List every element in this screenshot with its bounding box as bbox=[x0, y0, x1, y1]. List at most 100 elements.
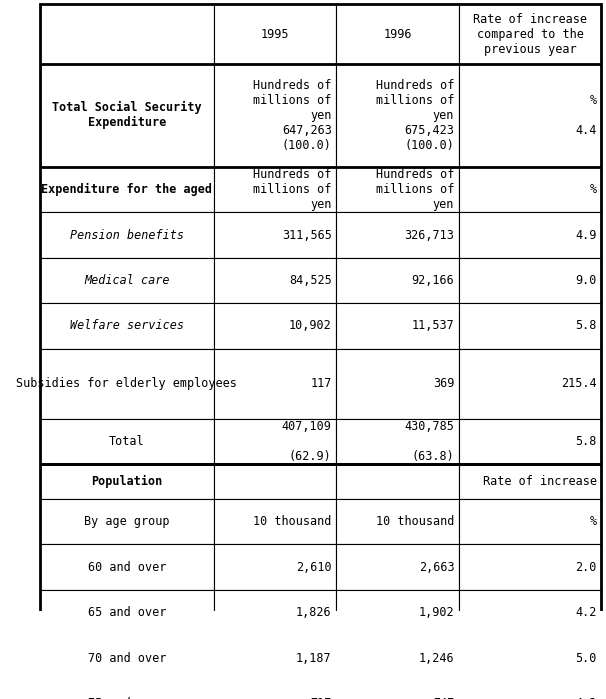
Bar bbox=[336, 545, 459, 590]
Bar bbox=[459, 590, 601, 635]
Text: 311,565: 311,565 bbox=[282, 229, 331, 242]
Bar bbox=[214, 545, 336, 590]
Text: Medical care: Medical care bbox=[84, 274, 170, 287]
Text: Hundreds of
millions of
yen: Hundreds of millions of yen bbox=[253, 168, 331, 211]
Bar bbox=[459, 349, 601, 419]
Text: 9.0: 9.0 bbox=[575, 274, 596, 287]
Bar bbox=[336, 258, 459, 303]
Bar bbox=[336, 349, 459, 419]
Text: 117: 117 bbox=[310, 377, 331, 390]
Bar bbox=[214, 4, 336, 64]
Text: 2,610: 2,610 bbox=[296, 561, 331, 574]
Bar bbox=[214, 499, 336, 545]
Bar bbox=[459, 303, 601, 349]
Text: Population: Population bbox=[91, 475, 162, 488]
Bar bbox=[39, 349, 214, 419]
Bar bbox=[459, 545, 601, 590]
Text: 1,902: 1,902 bbox=[419, 606, 454, 619]
Text: Pension benefits: Pension benefits bbox=[70, 229, 184, 242]
Bar bbox=[459, 419, 601, 464]
Text: Rate of increase
compared to the
previous year: Rate of increase compared to the previou… bbox=[473, 13, 587, 56]
Bar bbox=[336, 635, 459, 681]
Bar bbox=[336, 590, 459, 635]
Bar bbox=[39, 64, 214, 167]
Bar bbox=[39, 545, 214, 590]
Text: 1996: 1996 bbox=[384, 27, 412, 41]
Text: 4.9: 4.9 bbox=[575, 229, 596, 242]
Bar bbox=[459, 499, 601, 545]
Bar bbox=[336, 303, 459, 349]
Bar bbox=[39, 4, 214, 64]
Text: Subsidies for elderly employees: Subsidies for elderly employees bbox=[16, 377, 237, 390]
Text: 717: 717 bbox=[310, 697, 331, 699]
Text: 430,785

(63.8): 430,785 (63.8) bbox=[404, 420, 454, 463]
Text: Hundreds of
millions of
yen: Hundreds of millions of yen bbox=[376, 168, 454, 211]
Text: 1,187: 1,187 bbox=[296, 651, 331, 665]
Bar bbox=[336, 464, 459, 499]
Bar bbox=[336, 4, 459, 64]
Bar bbox=[39, 303, 214, 349]
Bar bbox=[459, 167, 601, 212]
Bar bbox=[214, 64, 336, 167]
Bar bbox=[459, 464, 601, 499]
Bar bbox=[214, 464, 336, 499]
Text: 215.4: 215.4 bbox=[561, 377, 596, 390]
Bar bbox=[214, 258, 336, 303]
Bar bbox=[214, 681, 336, 699]
Bar bbox=[39, 258, 214, 303]
Text: 60 and over: 60 and over bbox=[88, 561, 166, 574]
Bar bbox=[214, 635, 336, 681]
Bar bbox=[336, 212, 459, 258]
Bar bbox=[459, 681, 601, 699]
Text: Total: Total bbox=[109, 435, 145, 448]
Text: 92,166: 92,166 bbox=[411, 274, 454, 287]
Bar bbox=[39, 464, 214, 499]
Text: 10,902: 10,902 bbox=[289, 319, 331, 333]
Text: %: % bbox=[590, 515, 596, 528]
Text: Expenditure for the aged: Expenditure for the aged bbox=[41, 183, 212, 196]
Text: Welfare services: Welfare services bbox=[70, 319, 184, 333]
Text: 1995: 1995 bbox=[261, 27, 290, 41]
Bar bbox=[336, 499, 459, 545]
Text: 5.8: 5.8 bbox=[575, 435, 596, 448]
Bar bbox=[214, 349, 336, 419]
Text: 70 and over: 70 and over bbox=[88, 651, 166, 665]
Bar bbox=[459, 635, 601, 681]
Text: Hundreds of
millions of
yen
675,423
(100.0): Hundreds of millions of yen 675,423 (100… bbox=[376, 79, 454, 152]
Bar bbox=[214, 212, 336, 258]
Text: 5.8: 5.8 bbox=[575, 319, 596, 333]
Text: Rate of increase: Rate of increase bbox=[482, 475, 596, 488]
Bar bbox=[39, 635, 214, 681]
Bar bbox=[336, 167, 459, 212]
Text: 407,109

(62.9): 407,109 (62.9) bbox=[282, 420, 331, 463]
Text: 75 and over: 75 and over bbox=[88, 697, 166, 699]
Bar bbox=[214, 419, 336, 464]
Bar bbox=[214, 167, 336, 212]
Bar bbox=[336, 681, 459, 699]
Text: 11,537: 11,537 bbox=[411, 319, 454, 333]
Bar bbox=[214, 590, 336, 635]
Text: 326,713: 326,713 bbox=[404, 229, 454, 242]
Bar bbox=[39, 681, 214, 699]
Text: 84,525: 84,525 bbox=[289, 274, 331, 287]
Bar bbox=[336, 64, 459, 167]
Bar bbox=[214, 303, 336, 349]
Text: 369: 369 bbox=[433, 377, 454, 390]
Text: %: % bbox=[590, 183, 596, 196]
Text: 747: 747 bbox=[433, 697, 454, 699]
Bar bbox=[459, 212, 601, 258]
Text: 2.0: 2.0 bbox=[575, 561, 596, 574]
Text: Total Social Security
Expenditure: Total Social Security Expenditure bbox=[52, 101, 202, 129]
Bar bbox=[39, 167, 214, 212]
Bar bbox=[459, 258, 601, 303]
Bar bbox=[39, 212, 214, 258]
Text: 1,246: 1,246 bbox=[419, 651, 454, 665]
Bar bbox=[39, 419, 214, 464]
Text: 65 and over: 65 and over bbox=[88, 606, 166, 619]
Text: %

4.4: % 4.4 bbox=[575, 94, 596, 137]
Bar bbox=[39, 590, 214, 635]
Text: 10 thousand: 10 thousand bbox=[376, 515, 454, 528]
Text: 2,663: 2,663 bbox=[419, 561, 454, 574]
Text: By age group: By age group bbox=[84, 515, 170, 528]
Bar bbox=[39, 499, 214, 545]
